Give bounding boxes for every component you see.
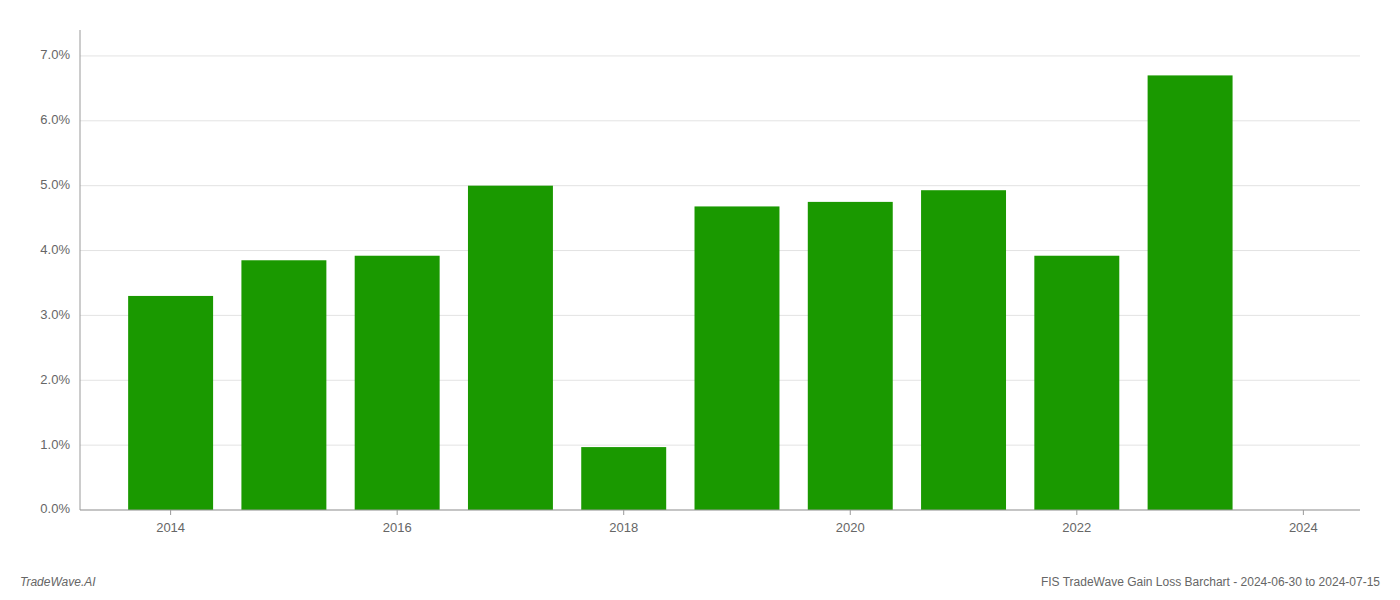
grid-line <box>80 55 1360 56</box>
bar <box>581 447 666 510</box>
footer-left: TradeWave.AI <box>20 575 96 589</box>
x-tick-label: 2018 <box>609 520 638 535</box>
chart-svg: 0.0% 1.0% 2.0% 3.0% 4.0% 5.0% 6.0% 7.0% 2014 2016… <box>0 0 1400 600</box>
bars <box>128 75 1232 510</box>
x-axis-line <box>80 510 1360 511</box>
y-grid <box>80 56 1360 510</box>
bar <box>1034 256 1119 510</box>
grid-line <box>80 510 1360 511</box>
chart-container: 0.0% 1.0% 2.0% 3.0% 4.0% 5.0% 6.0% 7.0% 2014 2016… <box>0 0 1400 600</box>
bar <box>128 296 213 510</box>
x-ticks: 2014 2016 2018 2020 2022 2024 <box>156 510 1318 535</box>
x-tick-label: 2022 <box>1062 520 1091 535</box>
y-tick-label: 7.0% <box>40 47 70 62</box>
y-tick-label: 0.0% <box>40 501 70 516</box>
y-tick-label: 1.0% <box>40 437 70 452</box>
x-tick <box>170 510 171 515</box>
x-tick <box>397 510 398 515</box>
y-tick-labels: 0.0% 1.0% 2.0% 3.0% 4.0% 5.0% 6.0% 7.0% <box>40 47 70 516</box>
y-tick-label: 4.0% <box>40 242 70 257</box>
bar <box>241 260 326 510</box>
x-tick <box>623 510 624 515</box>
x-tick-label: 2014 <box>156 520 185 535</box>
x-tick <box>1076 510 1077 515</box>
bar <box>355 256 440 510</box>
footer-right: FIS TradeWave Gain Loss Barchart - 2024-… <box>1041 575 1380 589</box>
y-axis-line <box>80 30 81 510</box>
x-tick <box>1303 510 1304 515</box>
x-tick-label: 2020 <box>836 520 865 535</box>
y-tick-label: 3.0% <box>40 307 70 322</box>
bar <box>695 206 780 510</box>
x-tick <box>850 510 851 515</box>
x-tick-label: 2024 <box>1289 520 1318 535</box>
bar <box>468 186 553 510</box>
bar <box>808 202 893 510</box>
bar <box>921 190 1006 510</box>
y-tick-label: 2.0% <box>40 372 70 387</box>
y-tick-label: 5.0% <box>40 177 70 192</box>
bar <box>1148 75 1233 510</box>
x-tick-label: 2016 <box>383 520 412 535</box>
y-tick-label: 6.0% <box>40 112 70 127</box>
